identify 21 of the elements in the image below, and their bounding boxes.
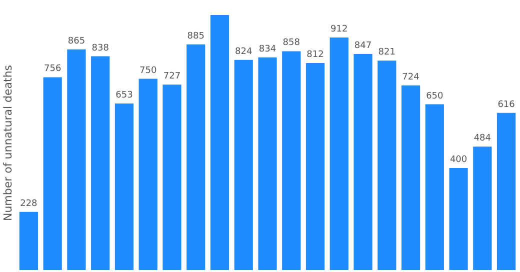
- data-label: 228: [20, 198, 38, 209]
- data-label: 484: [474, 134, 492, 144]
- y-axis-title: Number of unnatural deaths: [2, 64, 14, 222]
- data-label: 858: [282, 38, 300, 48]
- data-label: 865: [68, 36, 86, 46]
- data-label: 847: [354, 41, 372, 52]
- data-label: 821: [378, 48, 396, 58]
- data-label: 812: [306, 50, 324, 60]
- data-label: 750: [140, 66, 157, 76]
- data-label: 724: [402, 72, 420, 82]
- data-label: 824: [235, 46, 252, 57]
- data-label: 650: [426, 91, 444, 102]
- data-label: 756: [44, 64, 62, 74]
- data-label: 912: [330, 24, 348, 34]
- data-label: 838: [92, 43, 110, 54]
- data-label: 834: [258, 44, 276, 54]
- data-label: 400: [450, 155, 468, 165]
- data-label: 727: [163, 72, 181, 82]
- data-label: 885: [187, 31, 204, 42]
- data-label: 653: [116, 90, 133, 100]
- data-label: 616: [498, 100, 516, 110]
